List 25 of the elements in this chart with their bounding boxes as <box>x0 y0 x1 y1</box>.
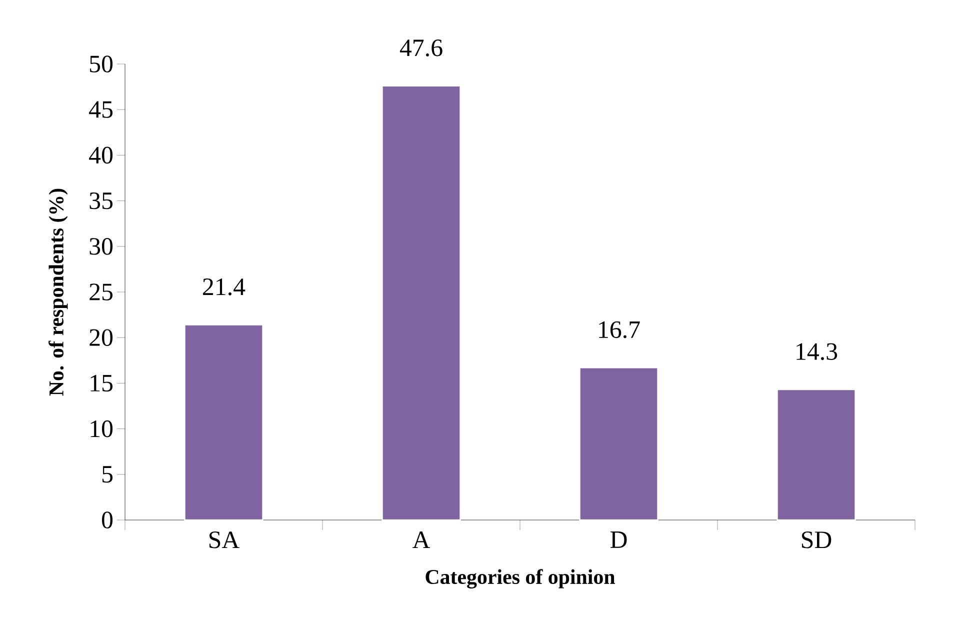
data-label: 21.4 <box>203 278 246 296</box>
x-axis-title: Categories of opinion <box>426 569 615 588</box>
x-tick-label: SA <box>210 532 240 548</box>
x-tick-label: A <box>412 532 430 548</box>
y-tick-label: 35 <box>90 192 113 210</box>
y-tick-label: 10 <box>90 420 113 438</box>
y-tick-label: 5 <box>102 466 113 483</box>
y-tick-label: 40 <box>89 146 113 164</box>
y-tick-label: 30 <box>90 238 113 255</box>
data-label: 14.3 <box>796 343 838 360</box>
y-tick-label: 0 <box>102 512 113 528</box>
y-tick-label: 50 <box>90 56 113 72</box>
y-tick-label: 45 <box>89 101 113 118</box>
bar <box>184 324 264 521</box>
bar <box>382 85 461 521</box>
x-tick-label: SD <box>802 532 832 548</box>
y-tick-label: 25 <box>90 284 113 300</box>
y-tick-label: 20 <box>90 329 113 346</box>
data-label: 47.6 <box>400 40 442 56</box>
data-label: 16.7 <box>599 321 640 338</box>
x-tick-label: D <box>610 532 627 548</box>
bar <box>579 367 658 521</box>
y-axis-title: No. of respondents (%) <box>48 188 68 396</box>
bar <box>776 388 856 521</box>
y-tick-label: 15 <box>90 374 113 392</box>
